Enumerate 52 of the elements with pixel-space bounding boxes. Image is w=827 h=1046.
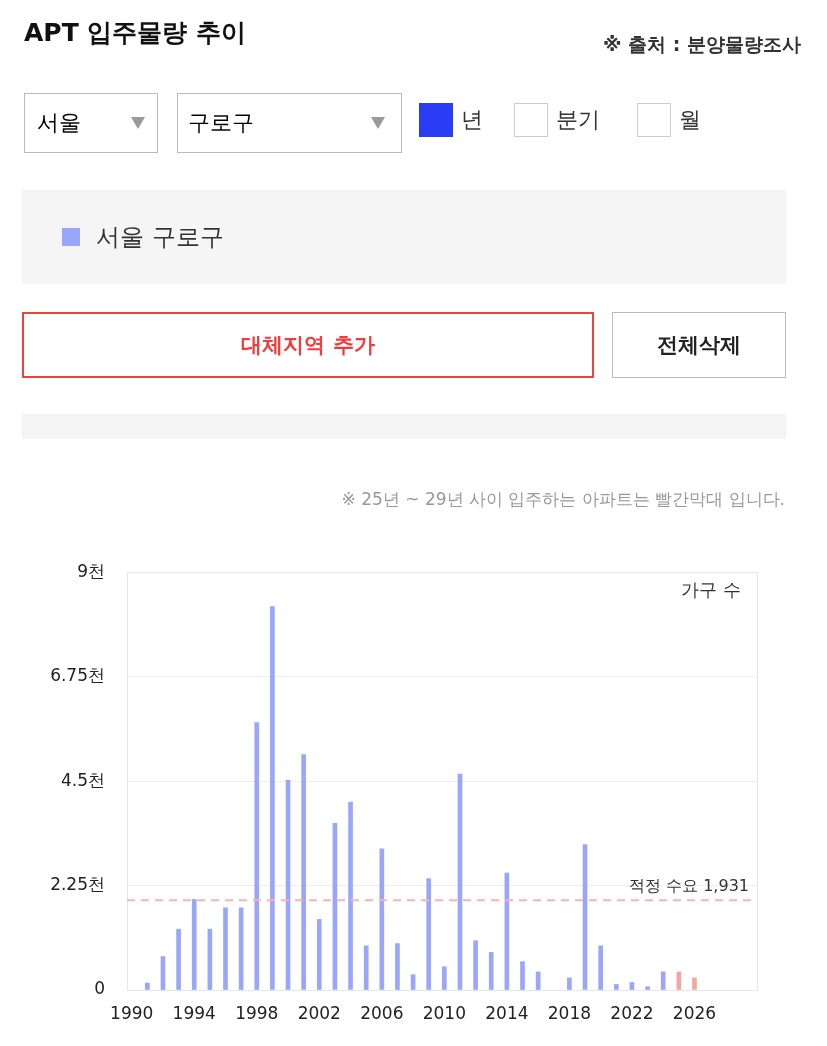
text: ※ 25년 ~ 29년 사이 입주하는 아파트는 빨간막대 입니다. [341, 488, 785, 511]
x-tick-label: 2022 [610, 1002, 654, 1023]
text: ※ 출처 : 분양물량조사 [603, 32, 801, 57]
x-tick-label: 1990 [110, 1002, 154, 1023]
legend-label: 서울 구로구 [95, 222, 224, 253]
bar [473, 940, 478, 990]
text: 전체삭제 [612, 312, 786, 378]
x-tick-label: 2002 [297, 1002, 341, 1023]
chart-title: APT 입주물량 추이 [24, 17, 247, 49]
y-axis-title: 가구 수 [681, 578, 741, 600]
bar [442, 966, 447, 990]
x-tick-label: 2014 [485, 1002, 529, 1023]
y-tick-label: 9천 [77, 560, 105, 581]
bar [301, 754, 306, 990]
text: 년 [461, 106, 483, 134]
y-tick-label: 4.5천 [60, 769, 105, 790]
x-tick-label: 2006 [360, 1002, 404, 1023]
text: 구로구 [188, 109, 254, 137]
text: 월 [679, 106, 701, 134]
bar [660, 971, 666, 990]
bar [645, 986, 650, 990]
bar [176, 928, 181, 990]
bar [316, 919, 322, 990]
bar [520, 961, 525, 990]
bar [629, 982, 635, 990]
bar [144, 982, 150, 990]
y-tick-label: 6.75천 [50, 665, 105, 686]
x-tick-label: 1994 [172, 1002, 216, 1023]
x-tick-label: 2010 [422, 1002, 466, 1023]
bar [692, 977, 697, 990]
x-tick-label: 1998 [235, 1002, 279, 1023]
bar [567, 977, 572, 990]
bar [191, 899, 197, 990]
bar [426, 878, 432, 990]
bar [223, 907, 228, 990]
bar [363, 945, 369, 990]
bar [254, 722, 260, 990]
bar [270, 606, 275, 990]
y-tick-label: 2.25천 [50, 873, 105, 894]
x-tick-label: 2018 [547, 1002, 592, 1023]
bar [348, 801, 353, 990]
bar [488, 952, 494, 990]
x-tick-label: 2026 [672, 1002, 717, 1023]
bar [613, 984, 619, 990]
bar [598, 945, 603, 990]
bar [395, 943, 400, 990]
ref-line-label: 적정 수요 1,931 [629, 875, 749, 895]
text: 대체지역 추가 [22, 312, 594, 378]
text: 서울 [37, 109, 81, 137]
text: 분기 [556, 106, 600, 134]
bar [379, 848, 385, 990]
y-tick-label: 0 [94, 978, 105, 999]
